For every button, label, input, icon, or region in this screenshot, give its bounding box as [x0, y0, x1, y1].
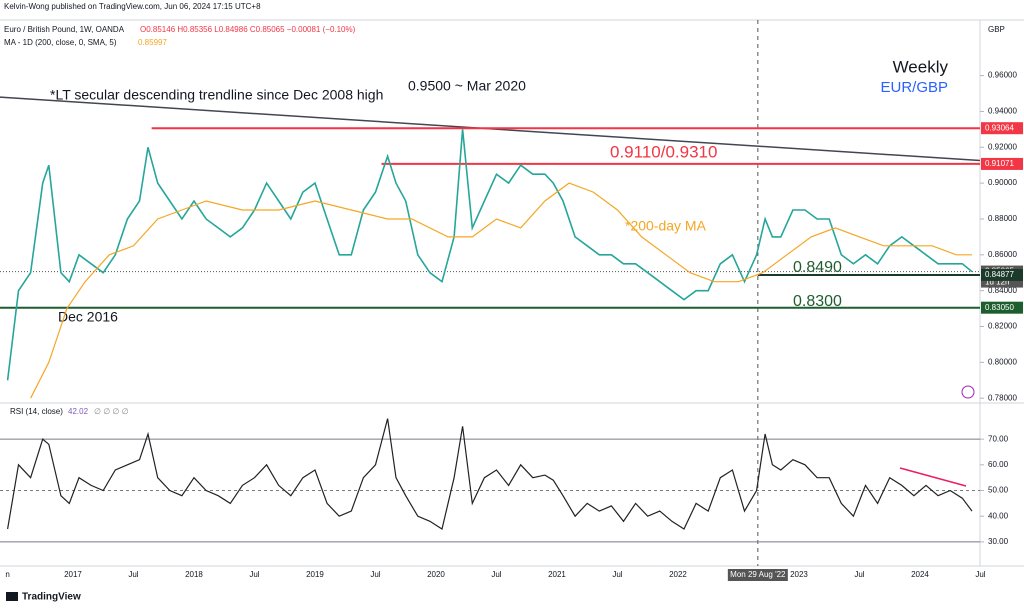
x-tick-label: n	[5, 570, 9, 579]
annotation: *LT secular descending trendline since D…	[50, 87, 383, 103]
y-tick-label: 0.84000	[988, 286, 1017, 295]
series-line	[7, 418, 973, 530]
annotation: *200-day MA	[625, 218, 707, 234]
annotation: 0.9500 ~ Mar 2020	[408, 78, 526, 94]
ohlc: O0.85146 H0.85356 L0.84986 C0.85065 −0.0…	[140, 25, 356, 34]
ma-last: 0.85997	[138, 38, 167, 47]
currency: GBP	[988, 25, 1005, 34]
price-label-box	[981, 268, 1023, 281]
credit: Kelvin-Wong published on TradingView.com…	[4, 2, 261, 11]
symbol: Euro / British Pound, 1W, OANDA	[4, 25, 125, 34]
x-tick-label: Jul	[370, 570, 380, 579]
annotation: Dec 2016	[58, 309, 118, 325]
y-tick-label: 30.00	[988, 537, 1009, 546]
y-tick-label: 0.92000	[988, 142, 1017, 151]
x-tick-label: 2018	[185, 570, 203, 579]
x-tick-label: 2023	[790, 570, 808, 579]
footer: TradingView	[22, 592, 81, 603]
price-label-box	[981, 301, 1023, 314]
rsi-last: 42.02	[68, 407, 89, 416]
series-line	[30, 182, 972, 399]
countdown-box	[981, 277, 1023, 288]
y-tick-label: 0.86000	[988, 250, 1017, 259]
y-tick-label: 70.00	[988, 434, 1009, 443]
crosshair-label: Mon 29 Aug '22	[730, 570, 786, 579]
annotation: Weekly	[893, 57, 949, 76]
annotation: 0.8490	[793, 259, 842, 276]
y-tick-label: 0.78000	[988, 393, 1017, 402]
y-tick-label: 0.88000	[988, 214, 1017, 223]
crosshair-label-box	[727, 569, 788, 581]
rsi-flags: ∅ ∅ ∅ ∅	[94, 407, 129, 416]
x-tick-label: 2022	[669, 570, 687, 579]
x-tick-label: 2021	[548, 570, 566, 579]
x-tick-label: Jul	[249, 570, 259, 579]
rsi-title: RSI (14, close)	[10, 407, 63, 416]
price-label: 0.84877	[985, 270, 1014, 279]
annotation: EUR/GBP	[880, 79, 948, 96]
x-tick-label: 2017	[64, 570, 82, 579]
y-tick-label: 0.96000	[988, 71, 1017, 80]
annotation: 0.8300	[793, 293, 842, 310]
x-tick-label: Jul	[612, 570, 622, 579]
y-tick-label: 40.00	[988, 511, 1009, 520]
price-label-box	[981, 122, 1023, 135]
annotation: 0.9110/0.9310	[610, 142, 717, 161]
y-tick-label: 60.00	[988, 460, 1009, 469]
x-tick-label: Jul	[128, 570, 138, 579]
y-tick-label: 0.90000	[988, 178, 1017, 187]
x-tick-label: Jul	[975, 570, 985, 579]
price-label: 0.93064	[985, 123, 1014, 132]
ma-legend: MA - 1D (200, close, 0, SMA, 5)	[4, 38, 117, 47]
x-tick-label: Jul	[491, 570, 501, 579]
x-tick-label: Jul	[854, 570, 864, 579]
y-tick-label: 0.80000	[988, 357, 1017, 366]
x-tick-label: 2019	[306, 570, 324, 579]
rsi-trendline	[899, 467, 967, 487]
price-label-box	[981, 157, 1023, 170]
series-line	[6, 129, 973, 381]
countdown: 1d 12h	[985, 278, 1009, 287]
icon	[961, 385, 975, 399]
price-label: 0.83050	[985, 303, 1014, 312]
x-tick-label: 2024	[911, 570, 929, 579]
y-tick-label: 0.94000	[988, 107, 1017, 116]
price-label: 0.91071	[985, 159, 1014, 168]
y-tick-label: 50.00	[988, 486, 1009, 495]
logo	[6, 592, 18, 601]
x-tick-label: 2020	[427, 570, 445, 579]
y-tick-label: 0.82000	[988, 322, 1017, 331]
